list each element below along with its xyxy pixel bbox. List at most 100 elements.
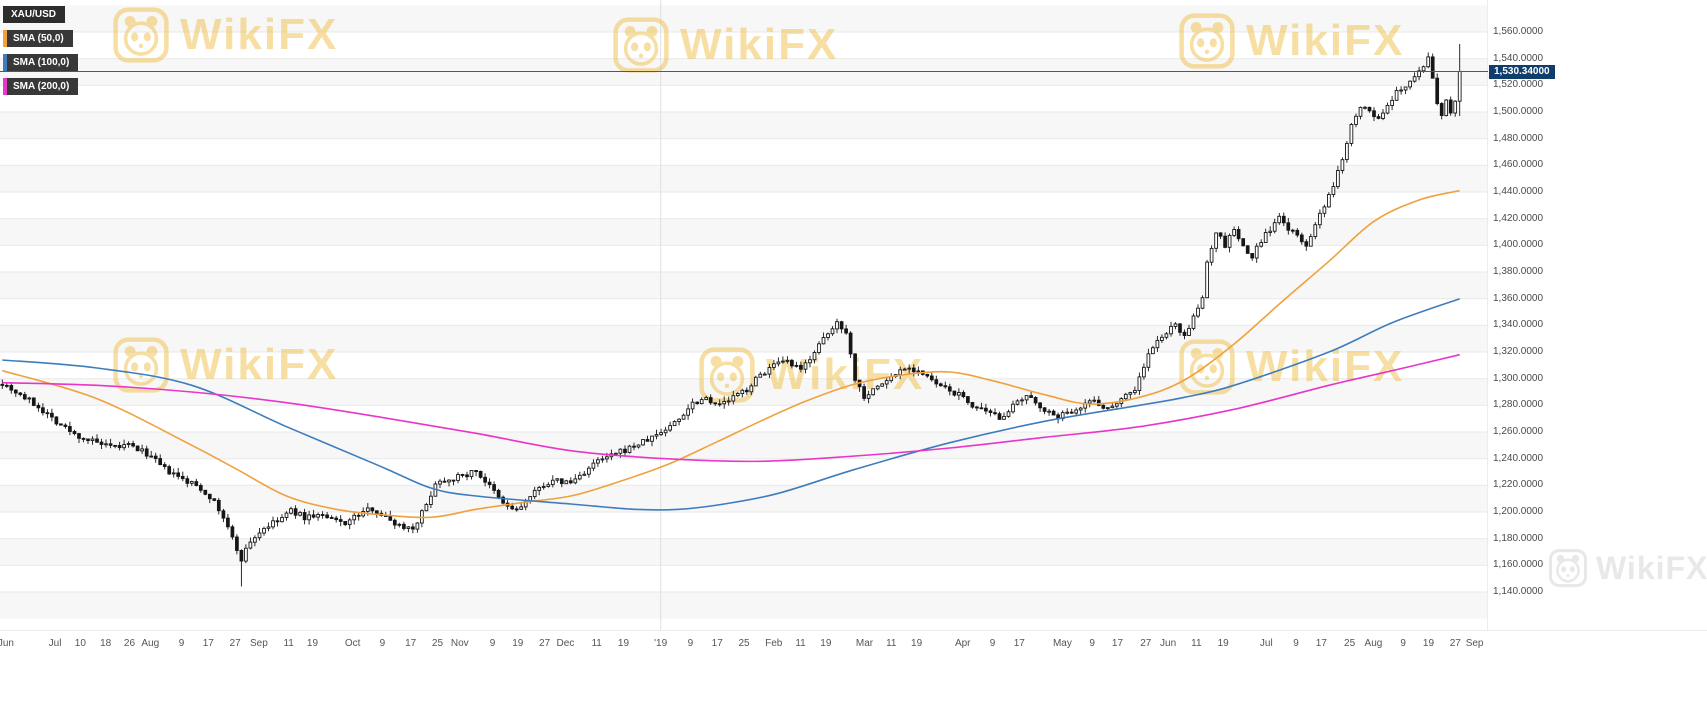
time-axis-label: 19: [512, 638, 524, 649]
price-axis-label: 1,540.0000: [1493, 52, 1544, 64]
time-axis-label: 11: [795, 638, 806, 649]
sma-50-line: [2, 189, 1460, 519]
price-axis-label: 1,260.0000: [1493, 426, 1544, 437]
wikifx-panda-logo-icon: [1548, 548, 1588, 588]
time-axis-label: 9: [178, 638, 185, 649]
time-axis-label: 27: [1140, 638, 1152, 649]
price-axis-label: 1,280.0000: [1493, 399, 1544, 411]
time-axis-label: 17: [202, 638, 214, 649]
time-axis-label: Jun: [0, 638, 14, 649]
sma-50-label: SMA (50,0): [13, 33, 64, 44]
price-axis-label: 1,460.0000: [1493, 159, 1544, 171]
watermark-text: WikiFX: [1596, 549, 1707, 586]
current-price-value: 1,530.34000: [1494, 65, 1550, 77]
time-axis-label: 19: [1422, 638, 1435, 649]
sma-50-color-swatch: [3, 30, 7, 47]
time-axis-label: 11: [283, 638, 294, 649]
time-axis-label: 27: [229, 638, 241, 649]
sma-200-badge[interactable]: SMA (200,0): [3, 78, 79, 95]
time-axis-label: Apr: [954, 638, 971, 649]
time-axis-label: 27: [539, 638, 551, 649]
time-axis-label: 25: [431, 638, 444, 649]
time-axis-label: 19: [911, 638, 923, 649]
time-axis-label: 19: [820, 638, 832, 649]
price-axis-label: 1,380.0000: [1493, 266, 1544, 277]
current-price-tag: 1,530.34000: [1489, 64, 1555, 79]
candlestick-series[interactable]: [0, 44, 1462, 587]
sma-100-label: SMA (100,0): [13, 57, 70, 68]
sma-100-badge[interactable]: SMA (100,0): [3, 54, 79, 71]
price-axis-label: 1,520.0000: [1493, 79, 1544, 91]
sma-100-color-swatch: [3, 54, 7, 71]
price-plot[interactable]: [0, 0, 1488, 630]
chart-legend: XAU/USD SMA (50,0) SMA (100,0) SMA (200,…: [3, 6, 79, 95]
time-axis-label: Mar: [855, 638, 874, 649]
price-axis-label: 1,340.0000: [1493, 319, 1544, 331]
price-axis-label: 1,180.0000: [1493, 532, 1544, 544]
time-axis-label: 17: [1013, 638, 1025, 649]
time-axis-label: 11: [886, 638, 897, 649]
time-axis-label: 17: [711, 638, 723, 649]
price-axis[interactable]: 1,530.34000 1,560.0000 1,540.0000 1,520.00…: [1488, 0, 1707, 712]
time-axis[interactable]: Jun Jul 10 18 26 Aug 9 17 27 Sep 11 19 Oct 9 17 25 Nov 9 1…: [0, 630, 1707, 712]
time-axis-label: 11: [591, 638, 602, 649]
price-axis-label: 1,240.0000: [1493, 452, 1544, 464]
sma-200-label: SMA (200,0): [13, 81, 70, 92]
time-axis-label: 9: [489, 638, 496, 649]
time-axis-label: Jun: [1160, 638, 1177, 649]
sma-200-color-swatch: [3, 78, 7, 95]
time-axis-label: 19: [1217, 638, 1229, 649]
time-axis-label: 25: [1344, 638, 1356, 649]
price-axis-label: 1,360.0000: [1493, 292, 1544, 304]
time-axis-label: Sep: [250, 638, 268, 649]
symbol-label: XAU/USD: [11, 9, 57, 20]
price-axis-label: 1,560.0000: [1493, 26, 1544, 37]
price-axis-label: 1,200.0000: [1493, 506, 1544, 517]
time-axis-label: May: [1052, 638, 1072, 649]
price-axis-label: 1,140.0000: [1493, 586, 1544, 597]
time-axis-label: 9: [1293, 638, 1299, 649]
time-axis-label: 19: [306, 638, 319, 649]
time-axis-label: 9: [1089, 638, 1095, 649]
time-axis-label: Feb: [765, 638, 783, 649]
time-axis-label: 18: [100, 638, 112, 649]
time-axis-label: 10: [74, 638, 86, 649]
time-axis-label: Jul: [48, 638, 62, 649]
price-axis-label: 1,500.0000: [1493, 106, 1544, 117]
time-axis-label: Dec: [556, 638, 575, 649]
time-axis-label: 25: [738, 638, 750, 649]
price-axis-label: 1,160.0000: [1493, 559, 1544, 571]
price-axis-label: 1,440.0000: [1493, 186, 1544, 197]
time-axis-label: Aug: [1364, 638, 1383, 649]
time-axis-label: 9: [379, 638, 386, 649]
time-axis-label: 9: [687, 638, 694, 649]
watermark-gray: WikiFX: [1548, 548, 1707, 588]
time-axis-label: Nov: [450, 638, 469, 649]
price-axis-label: 1,400.0000: [1493, 239, 1544, 251]
time-axis-label: Aug: [141, 638, 160, 649]
time-axis-label: 17: [405, 638, 417, 649]
price-axis-label: 1,320.0000: [1493, 346, 1544, 357]
sma-200-line: [2, 353, 1460, 463]
sma-50-badge[interactable]: SMA (50,0): [3, 30, 73, 47]
time-axis-label: 19: [617, 638, 630, 649]
price-axis-label: 1,480.0000: [1493, 132, 1544, 144]
time-axis-label: Sep: [1465, 638, 1484, 649]
time-axis-label: 17: [1315, 638, 1327, 649]
time-axis-label: 9: [989, 638, 996, 649]
time-axis-label: 17: [1111, 638, 1124, 649]
sma-100-line: [2, 297, 1460, 511]
sma-lines: [2, 189, 1460, 519]
time-axis-label: Jul: [1259, 638, 1273, 649]
time-axis-label: 26: [123, 638, 136, 649]
time-axis-label: 11: [1191, 638, 1202, 649]
price-axis-label: 1,300.0000: [1493, 372, 1544, 384]
time-axis-label: Oct: [344, 638, 361, 649]
price-axis-label: 1,420.0000: [1493, 212, 1544, 224]
time-axis-label: 27: [1449, 638, 1461, 649]
time-axis-label: 9: [1400, 638, 1406, 649]
price-axis-label: 1,220.0000: [1493, 479, 1544, 491]
time-axis-label: '19: [654, 638, 668, 649]
symbol-badge[interactable]: XAU/USD: [3, 6, 66, 23]
